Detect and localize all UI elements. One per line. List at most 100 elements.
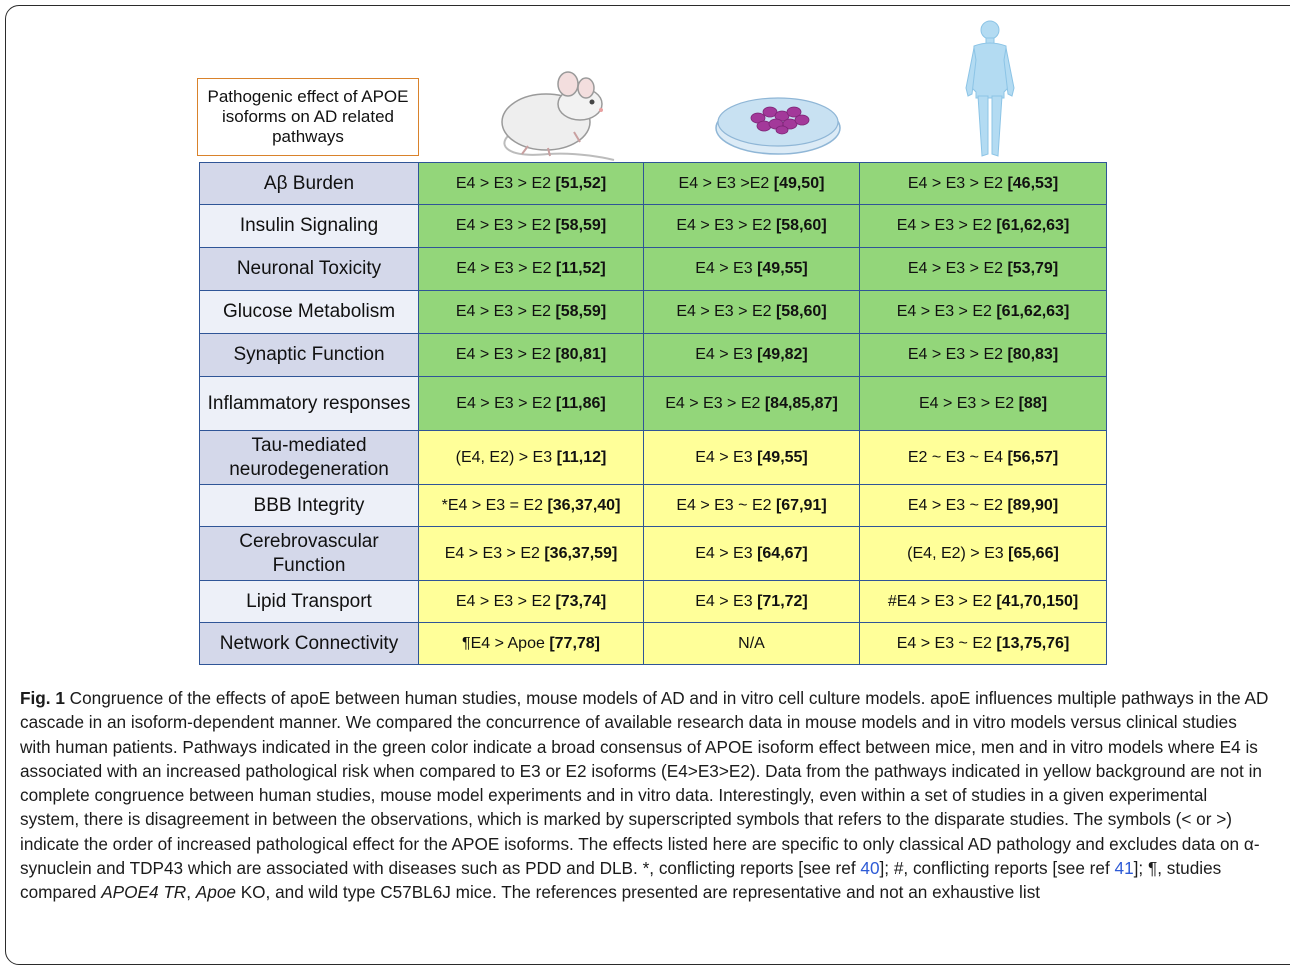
figure-label: Fig. 1 xyxy=(20,688,65,708)
effect-order: E4 > E3 > E2 xyxy=(455,174,556,192)
effect-order: E4 > E3 > E2 xyxy=(907,260,1008,277)
reference-numbers: [53,79] xyxy=(1007,260,1059,277)
effect-order: E4 > E3 > E2 xyxy=(676,217,776,234)
apoe-effects-table: Aβ Burden E4 > E3 > E2 [51,52] E4 > E3 >E2… xyxy=(199,162,1107,665)
effect-order: E4 > E3 > E2 xyxy=(456,260,556,277)
reference-numbers: [49,50] xyxy=(773,174,825,192)
table-row: Cerebrovascular Function E4 > E3 > E2 [36… xyxy=(199,526,1107,581)
reference-numbers: [61,62,63] xyxy=(996,217,1070,234)
mouse-illustration xyxy=(501,71,615,161)
reference-numbers: [36,37,40] xyxy=(547,496,621,514)
caption-text: Congruence of the effects of apoE betwee… xyxy=(20,688,1269,879)
effect-order: E4 > E3 > E2 xyxy=(455,592,556,610)
pathway-label: BBB Integrity xyxy=(199,484,419,527)
reference-numbers: [11,12] xyxy=(556,448,607,466)
reference-numbers: [73,74] xyxy=(555,592,607,610)
effect-order: E4 > E3 > E2 xyxy=(907,346,1008,363)
effect-order: *E4 > E3 = E2 xyxy=(441,496,548,514)
reference-numbers: [77,78] xyxy=(549,634,601,652)
reference-numbers: [80,81] xyxy=(555,346,607,363)
effect-order: (E4, E2) > E3 xyxy=(907,544,1009,562)
caption-text: ]; #, conflicting reports [see ref xyxy=(879,858,1115,879)
table-row: Neuronal Toxicity E4 > E3 > E2 [11,52] E4 … xyxy=(199,247,1107,291)
in-vitro-cell: N/A xyxy=(643,622,860,665)
in-vitro-cell: E4 > E3 ~ E2 [67,91] xyxy=(643,484,860,527)
human-cell: #E4 > E3 > E2 [41,70,150] xyxy=(859,580,1107,623)
human-cell: E4 > E3 > E2 [88] xyxy=(859,376,1107,431)
in-vitro-cell: E4 > E3 [71,72] xyxy=(643,580,860,623)
pathway-label: Synaptic Function xyxy=(199,333,419,377)
effect-order: ¶E4 > Apoe xyxy=(461,634,550,652)
pathway-label: Lipid Transport xyxy=(199,580,419,623)
effect-order: E4 > E3 > E2 xyxy=(455,217,556,234)
reference-numbers: [58,59] xyxy=(555,303,607,320)
reference-numbers: [11,86] xyxy=(555,394,606,412)
mouse-cell: E4 > E3 > E2 [80,81] xyxy=(418,333,644,377)
caption-italic: Apoe xyxy=(195,882,236,903)
reference-numbers: [64,67] xyxy=(757,544,808,562)
reference-numbers: [71,72] xyxy=(757,592,808,610)
effect-order: E4 > E3 > E2 xyxy=(907,174,1008,192)
reference-numbers: [46,53] xyxy=(1007,174,1059,192)
effect-order: E4 > E3 > E2 xyxy=(896,303,997,320)
effect-order: E4 > E3 xyxy=(695,346,758,363)
mouse-cell: E4 > E3 > E2 [11,86] xyxy=(418,376,644,431)
reference-numbers: [13,75,76] xyxy=(996,634,1070,652)
table-row: Inflammatory responses E4 > E3 > E2 [11,8… xyxy=(199,376,1107,431)
effect-order: E4 > E3 ~ E2 xyxy=(907,496,1008,514)
table-row: Aβ Burden E4 > E3 > E2 [51,52] E4 > E3 >E2… xyxy=(199,162,1107,205)
caption-text: ]; ¶, studies compared xyxy=(20,858,1222,903)
table-row: Tau-mediated neurodegeneration (E4, E2) >… xyxy=(199,430,1107,485)
reference-numbers: [51,52] xyxy=(555,174,607,192)
mouse-cell: *E4 > E3 = E2 [36,37,40] xyxy=(418,484,644,527)
reference-numbers: [56,57] xyxy=(1007,448,1059,466)
human-cell: E2 ~ E3 ~ E4 [56,57] xyxy=(859,430,1107,485)
reference-numbers: [49,55] xyxy=(757,260,808,277)
in-vitro-cell: E4 > E3 > E2 [84,85,87] xyxy=(643,376,860,431)
table-row: BBB Integrity *E4 > E3 = E2 [36,37,40] E4 … xyxy=(199,484,1107,527)
human-cell: E4 > E3 > E2 [80,83] xyxy=(859,333,1107,377)
effect-order: E4 > E3 > E2 xyxy=(918,394,1019,412)
petri-dish-illustration xyxy=(715,97,841,155)
effect-order: E4 > E3 xyxy=(695,448,758,466)
ref-link-41[interactable]: 41 xyxy=(1114,858,1134,879)
effect-order: E2 ~ E3 ~ E4 xyxy=(907,448,1008,466)
pathway-label: Neuronal Toxicity xyxy=(199,247,419,291)
effect-order: E4 > E3 ~ E2 xyxy=(896,634,997,652)
reference-numbers: [84,85,87] xyxy=(764,394,838,412)
reference-numbers: [58,60] xyxy=(775,303,827,320)
pathway-label: Tau-mediated neurodegeneration xyxy=(199,430,419,485)
in-vitro-cell: E4 > E3 >E2 [49,50] xyxy=(643,162,860,205)
pathway-label: Insulin Signaling xyxy=(199,204,419,248)
effect-order: E4 > E3 >E2 xyxy=(678,174,774,192)
in-vitro-cell: E4 > E3 [49,82] xyxy=(643,333,860,377)
mouse-cell: E4 > E3 > E2 [51,52] xyxy=(418,162,644,205)
effect-order: E4 > E3 > E2 xyxy=(896,217,997,234)
in-vitro-cell: E4 > E3 > E2 [58,60] xyxy=(643,204,860,248)
in-vitro-cell: E4 > E3 [49,55] xyxy=(643,247,860,291)
effect-order: E4 > E3 ~ E2 xyxy=(676,496,776,514)
caption-text: , xyxy=(186,882,196,903)
effect-order: E4 > E3 > E2 xyxy=(676,303,776,320)
effect-order: E4 > E3 > E2 xyxy=(455,346,556,363)
effect-order: E4 > E3 xyxy=(695,260,758,277)
effect-order: E4 > E3 > E2 xyxy=(665,394,765,412)
mouse-cell: E4 > E3 > E2 [73,74] xyxy=(418,580,644,623)
reference-numbers: [49,82] xyxy=(757,346,808,363)
in-vitro-cell: E4 > E3 [49,55] xyxy=(643,430,860,485)
figure-caption: Fig. 1 Congruence of the effects of apoE… xyxy=(20,686,1270,905)
pathway-label: Glucose Metabolism xyxy=(199,290,419,334)
human-cell: E4 > E3 ~ E2 [89,90] xyxy=(859,484,1107,527)
reference-numbers: [65,66] xyxy=(1008,544,1059,562)
effect-order: E4 > E3 > E2 xyxy=(456,394,556,412)
reference-numbers: [11,52] xyxy=(555,260,606,277)
effect-order: (E4, E2) > E3 xyxy=(455,448,557,466)
mouse-cell: ¶E4 > Apoe [77,78] xyxy=(418,622,644,665)
pathway-label: Inflammatory responses xyxy=(199,376,419,431)
in-vitro-cell: E4 > E3 > E2 [58,60] xyxy=(643,290,860,334)
ref-link-40[interactable]: 40 xyxy=(860,858,880,879)
table-row: Network Connectivity ¶E4 > Apoe [77,78] N/… xyxy=(199,622,1107,665)
table-row: Glucose Metabolism E4 > E3 > E2 [58,59] E4… xyxy=(199,290,1107,334)
human-cell: E4 > E3 > E2 [46,53] xyxy=(859,162,1107,205)
reference-numbers: [80,83] xyxy=(1007,346,1059,363)
